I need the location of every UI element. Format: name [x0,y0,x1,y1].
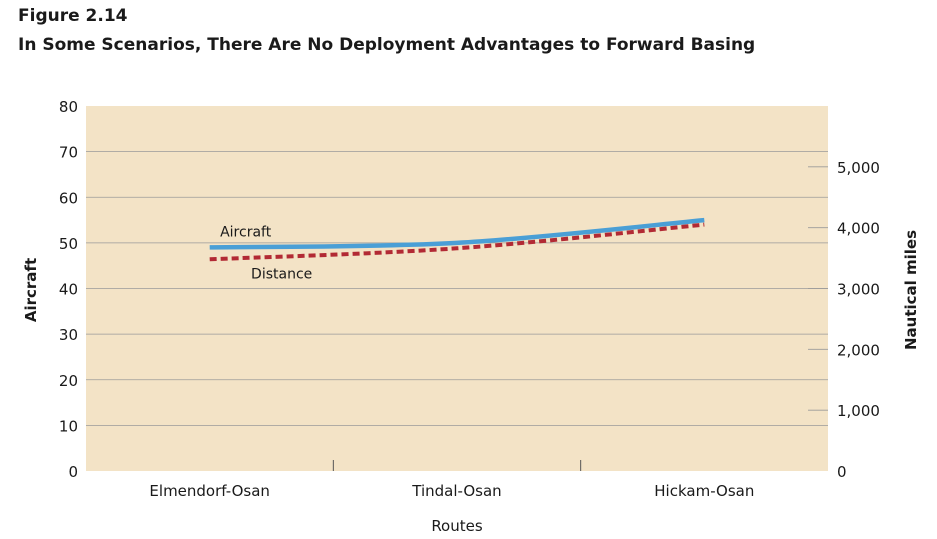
left-tick-label: 50 [59,235,78,253]
left-tick-label: 60 [59,189,78,207]
series-line-aircraft [209,217,705,250]
x-axis-categories: Elmendorf-Osan Tindal-Osan Hickam-Osan [149,460,754,500]
y-axis-label-left: Aircraft [22,258,40,322]
series-label-aircraft: Aircraft [220,224,272,240]
x-tick-label: Tindal-Osan [411,482,501,500]
figure-number: Figure 2.14 [18,6,128,26]
series-line-distance [209,222,705,262]
right-tick-label: 1,000 [837,402,880,420]
series-label-distance: Distance [251,266,312,282]
series-labels: Aircraft Distance [220,224,312,282]
series-lines [209,217,705,262]
gridlines [86,151,828,426]
right-tick-label: 3,000 [837,281,880,299]
left-axis-ticks: 0 10 20 30 40 50 60 70 80 [59,98,78,481]
left-tick-label: 30 [59,326,78,344]
y-axis-label-right: Nautical miles [902,230,920,350]
left-tick-label: 0 [68,463,78,481]
left-tick-label: 20 [59,372,78,390]
right-tick-label: 4,000 [837,220,880,238]
x-tick-label: Elmendorf-Osan [149,482,269,500]
x-tick-label: Hickam-Osan [654,482,754,500]
left-tick-label: 70 [59,144,78,162]
x-axis-label: Routes [431,517,483,535]
figure-title: In Some Scenarios, There Are No Deployme… [18,35,756,55]
right-tick-label: 5,000 [837,159,880,177]
left-tick-label: 80 [59,98,78,116]
left-tick-label: 40 [59,281,78,299]
left-tick-label: 10 [59,417,78,435]
right-axis-ticks: 0 1,000 2,000 3,000 4,000 5,000 [808,159,880,481]
right-tick-label: 0 [837,463,847,481]
right-tick-label: 2,000 [837,341,880,359]
